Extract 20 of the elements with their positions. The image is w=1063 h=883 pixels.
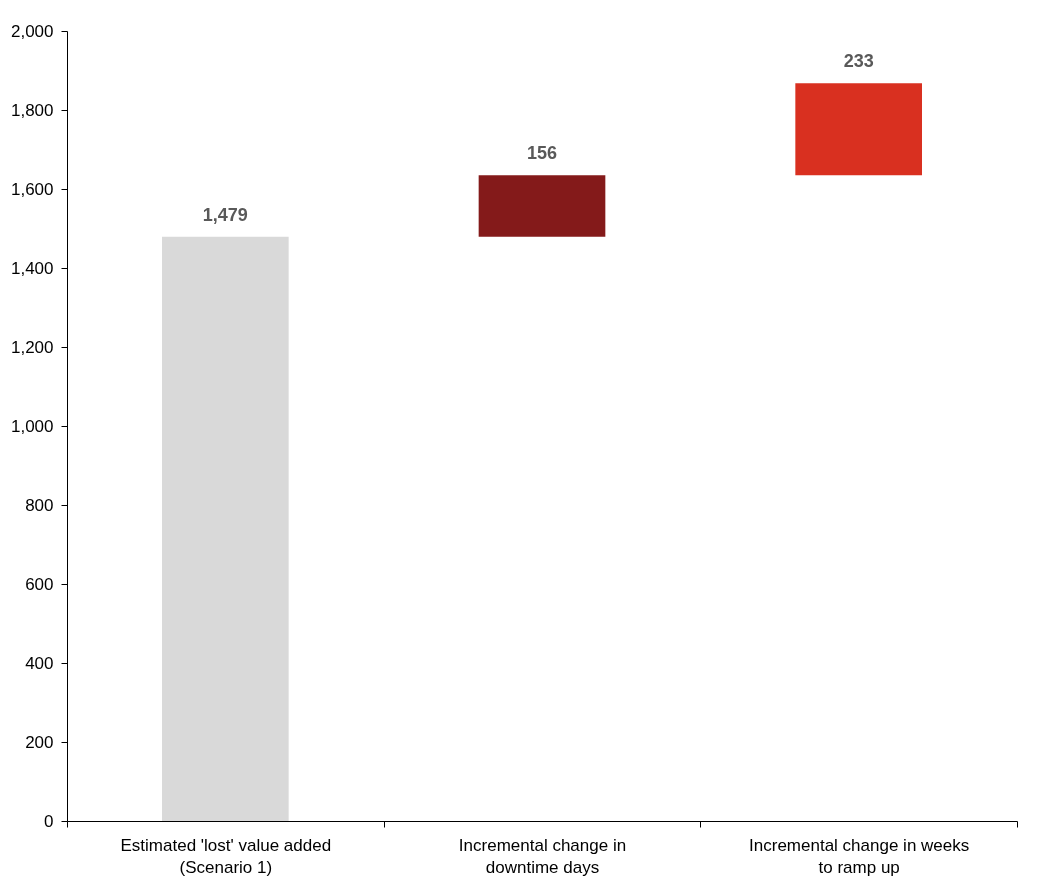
- y-tick-label: 1,200: [10, 337, 54, 357]
- y-tick-label: 200: [25, 732, 54, 752]
- y-tick-label: 400: [25, 653, 54, 673]
- data-label: 1,479: [202, 204, 248, 225]
- y-tick-label: 1,000: [10, 416, 54, 436]
- y-tick-label: 1,600: [10, 179, 54, 199]
- x-tick-label: Incremental change in downtime days: [458, 835, 627, 877]
- y-tick-label: 2,000: [10, 21, 54, 41]
- data-label: 233: [843, 51, 874, 72]
- bar: [478, 175, 606, 237]
- x-tick-label: Incremental change in weeks to ramp up: [749, 835, 970, 877]
- y-tick-label: 600: [25, 574, 54, 594]
- x-tick-label: Estimated 'lost' value added (Scenario 1): [120, 835, 332, 877]
- y-tick-label: 1,400: [10, 258, 54, 278]
- bar: [795, 83, 922, 176]
- y-tick-label: 1,800: [10, 100, 54, 120]
- data-label: 156: [526, 143, 558, 164]
- y-tick-label: 800: [25, 495, 54, 515]
- bar: [162, 236, 289, 821]
- y-tick-label: 0: [44, 811, 54, 831]
